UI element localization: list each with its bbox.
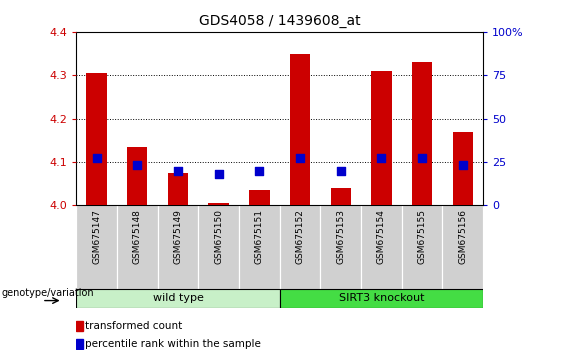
- Bar: [76, 339, 82, 349]
- Bar: [442, 205, 483, 289]
- Text: GSM675150: GSM675150: [214, 210, 223, 264]
- Bar: [76, 289, 280, 308]
- Bar: [198, 205, 239, 289]
- Point: [418, 156, 427, 161]
- Text: percentile rank within the sample: percentile rank within the sample: [85, 339, 261, 349]
- Text: wild type: wild type: [153, 293, 203, 303]
- Point: [295, 156, 305, 161]
- Text: GSM675152: GSM675152: [295, 210, 305, 264]
- Text: GSM675155: GSM675155: [418, 210, 427, 264]
- Text: SIRT3 knockout: SIRT3 knockout: [338, 293, 424, 303]
- Bar: [249, 190, 270, 205]
- Bar: [320, 205, 361, 289]
- Bar: [280, 289, 483, 308]
- Bar: [86, 73, 107, 205]
- Bar: [290, 53, 310, 205]
- Bar: [127, 147, 147, 205]
- Point: [336, 168, 345, 173]
- Point: [214, 171, 223, 177]
- Bar: [168, 173, 188, 205]
- Text: genotype/variation: genotype/variation: [2, 289, 94, 298]
- Bar: [158, 205, 198, 289]
- Text: GSM675151: GSM675151: [255, 210, 264, 264]
- Bar: [412, 62, 432, 205]
- Bar: [331, 188, 351, 205]
- Point: [92, 156, 101, 161]
- Point: [458, 162, 467, 168]
- Text: GSM675153: GSM675153: [336, 210, 345, 264]
- Title: GDS4058 / 1439608_at: GDS4058 / 1439608_at: [199, 14, 360, 28]
- Bar: [453, 132, 473, 205]
- Bar: [361, 205, 402, 289]
- Text: GSM675147: GSM675147: [92, 210, 101, 264]
- Bar: [402, 205, 442, 289]
- Text: GSM675156: GSM675156: [458, 210, 467, 264]
- Point: [133, 162, 142, 168]
- Bar: [76, 321, 82, 331]
- Point: [377, 156, 386, 161]
- Point: [255, 168, 264, 173]
- Bar: [239, 205, 280, 289]
- Text: transformed count: transformed count: [85, 321, 182, 331]
- Text: GSM675148: GSM675148: [133, 210, 142, 264]
- Text: GSM675149: GSM675149: [173, 210, 182, 264]
- Bar: [76, 205, 117, 289]
- Bar: [208, 203, 229, 205]
- Bar: [117, 205, 158, 289]
- Point: [173, 168, 182, 173]
- Bar: [371, 71, 392, 205]
- Text: GSM675154: GSM675154: [377, 210, 386, 264]
- Bar: [280, 205, 320, 289]
